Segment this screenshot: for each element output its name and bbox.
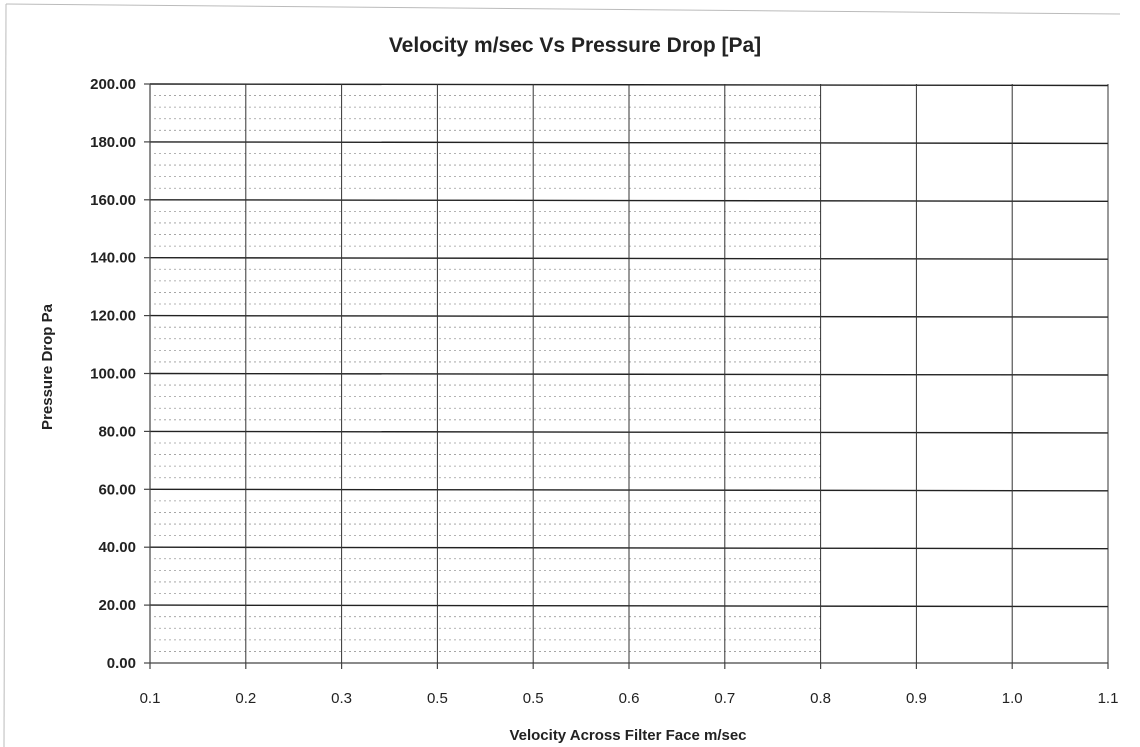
plot-area: 0.00 20.00 40.00 60.00 80.00 100.00 120.00 140.…	[90, 76, 1118, 707]
x-tick-label: 0.3	[331, 690, 352, 707]
x-tick-label: 0.1	[140, 690, 161, 707]
chart-title: Velocity m/sec Vs Pressure Drop [Pa]	[389, 34, 761, 57]
y-axis-label: Pressure Drop Pa	[39, 303, 56, 430]
x-tick-label: 0.6	[619, 690, 640, 707]
y-tick-label: 160.00	[90, 192, 136, 209]
y-tick-label: 180.00	[90, 134, 136, 151]
y-tick-label: 20.00	[98, 597, 136, 614]
x-tick-label: 1.1	[1098, 690, 1119, 707]
y-tick-label: 120.00	[90, 308, 136, 325]
x-tick-label: 0.9	[906, 690, 927, 707]
page-left-border	[3, 3, 7, 747]
y-tick-label: 40.00	[98, 539, 136, 556]
y-tick-label: 0.00	[107, 655, 136, 672]
y-tick-label: 200.00	[90, 76, 136, 93]
x-axis-label: Velocity Across Filter Face m/sec	[509, 727, 746, 744]
y-tick-label: 60.00	[98, 481, 136, 498]
x-tick-label: 0.5	[523, 690, 544, 707]
y-tick-label: 80.00	[98, 423, 136, 440]
x-tick-label: 0.7	[714, 690, 735, 707]
x-tick-label: 0.2	[235, 690, 256, 707]
page-top-border	[5, 3, 1121, 15]
y-tick-label: 100.00	[90, 366, 136, 383]
x-tick-label: 0.5	[427, 690, 448, 707]
x-tick-label: 1.0	[1002, 690, 1023, 707]
y-tick-label: 140.00	[90, 250, 136, 267]
x-tick-label: 0.8	[810, 690, 831, 707]
